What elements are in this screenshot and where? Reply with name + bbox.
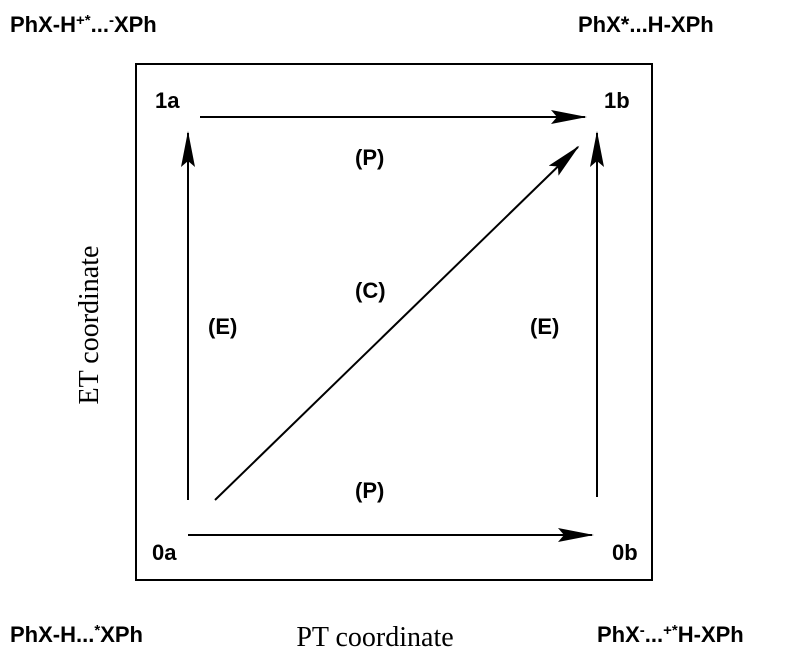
node-label: 1a <box>155 88 180 113</box>
superscript: * <box>94 622 100 639</box>
label-part: PhX*...H-XPh <box>578 12 714 37</box>
superscript: +* <box>663 622 678 639</box>
superscript: - <box>640 622 645 639</box>
corner-label: PhX-H...*XPh <box>10 622 143 647</box>
label-part: PhX-H... <box>10 622 94 647</box>
x-axis-label: PT coordinate <box>296 622 453 653</box>
edge-label: (C) <box>355 278 386 303</box>
label-part: H-XPh <box>678 622 744 647</box>
label-part: XPh <box>114 12 157 37</box>
label-part: PhX-H <box>10 12 76 37</box>
frame <box>135 63 653 581</box>
edge-label: (E) <box>530 314 559 339</box>
label-part: XPh <box>100 622 143 647</box>
edge-label: (E) <box>208 314 237 339</box>
label-part: ... <box>91 12 109 37</box>
y-axis-label: ET coordinate <box>74 246 105 405</box>
label-part: PhX <box>597 622 640 647</box>
corner-label: PhX*...H-XPh <box>578 12 714 37</box>
node-label: 0b <box>612 540 638 565</box>
node-label: 0a <box>152 540 177 565</box>
superscript: +* <box>76 12 91 29</box>
edge-label: (P) <box>355 145 384 170</box>
corner-label: PhX-H+*...-XPh <box>10 12 157 37</box>
node-label: 1b <box>604 88 630 113</box>
arrow-diagonal <box>214 145 580 501</box>
corner-label: PhX-...+*H-XPh <box>597 622 744 647</box>
superscript: - <box>109 12 114 29</box>
edge-label: (P) <box>355 478 384 503</box>
label-part: ... <box>645 622 663 647</box>
